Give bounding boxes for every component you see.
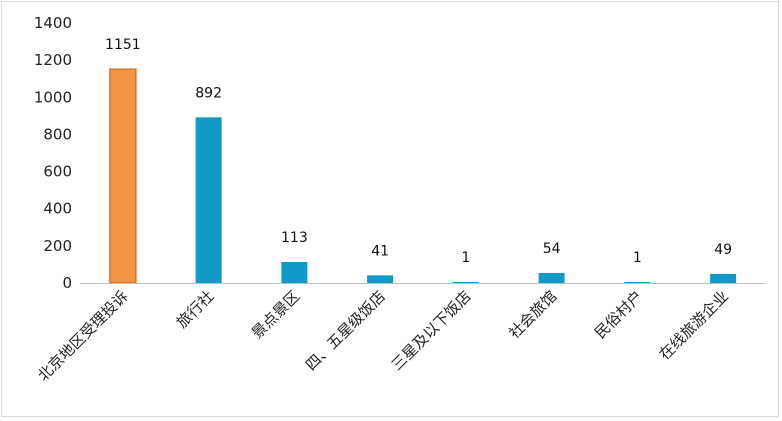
bar-2 — [195, 117, 222, 283]
data-label-7: 1 — [633, 250, 642, 266]
y-tick-label: 400 — [43, 200, 72, 218]
data-label-3: 113 — [281, 230, 308, 246]
y-tick-label: 200 — [43, 237, 72, 255]
bar-6 — [538, 272, 565, 283]
data-label-8: 49 — [714, 242, 732, 258]
bar-1 — [109, 68, 137, 284]
bar-5 — [452, 282, 479, 283]
data-label-6: 54 — [543, 241, 561, 257]
category-label-7: 民俗村户 — [591, 287, 646, 342]
data-label-5: 1 — [461, 250, 470, 266]
data-label-4: 41 — [371, 243, 389, 259]
data-label-1: 1151 — [105, 37, 141, 53]
category-label-5: 三星及以下饭店 — [388, 287, 475, 374]
data-label-2: 892 — [195, 85, 222, 101]
bars — [109, 68, 737, 284]
y-tick-label: 1200 — [34, 51, 72, 69]
category-label-6: 社会旅馆 — [505, 287, 560, 342]
category-label-3: 景点景区 — [248, 287, 303, 342]
y-tick-label: 1000 — [34, 88, 72, 106]
category-label-8: 在线旅游企业 — [656, 287, 732, 363]
y-tick-label: 1400 — [34, 14, 72, 32]
bar-8 — [710, 273, 737, 283]
category-label-4: 四、五星级饭店 — [302, 287, 389, 374]
y-tick-label: 600 — [43, 163, 72, 181]
y-axis-ticks: 0 200 400 600 800 1000 1200 1400 — [34, 14, 72, 292]
y-tick-label: 0 — [62, 274, 72, 292]
bar-chart: 0 200 400 600 800 1000 1200 1400 1151 892 113 41 1 5… — [34, 14, 766, 385]
y-tick-label: 800 — [43, 125, 72, 143]
bar-4 — [367, 275, 394, 283]
category-label-1: 北京地区受理投诉 — [34, 287, 132, 385]
data-labels: 1151 892 113 41 1 54 1 49 — [105, 37, 732, 266]
category-label-2: 旅行社 — [173, 287, 218, 332]
bar-7 — [624, 282, 651, 283]
bar-3 — [281, 262, 308, 283]
